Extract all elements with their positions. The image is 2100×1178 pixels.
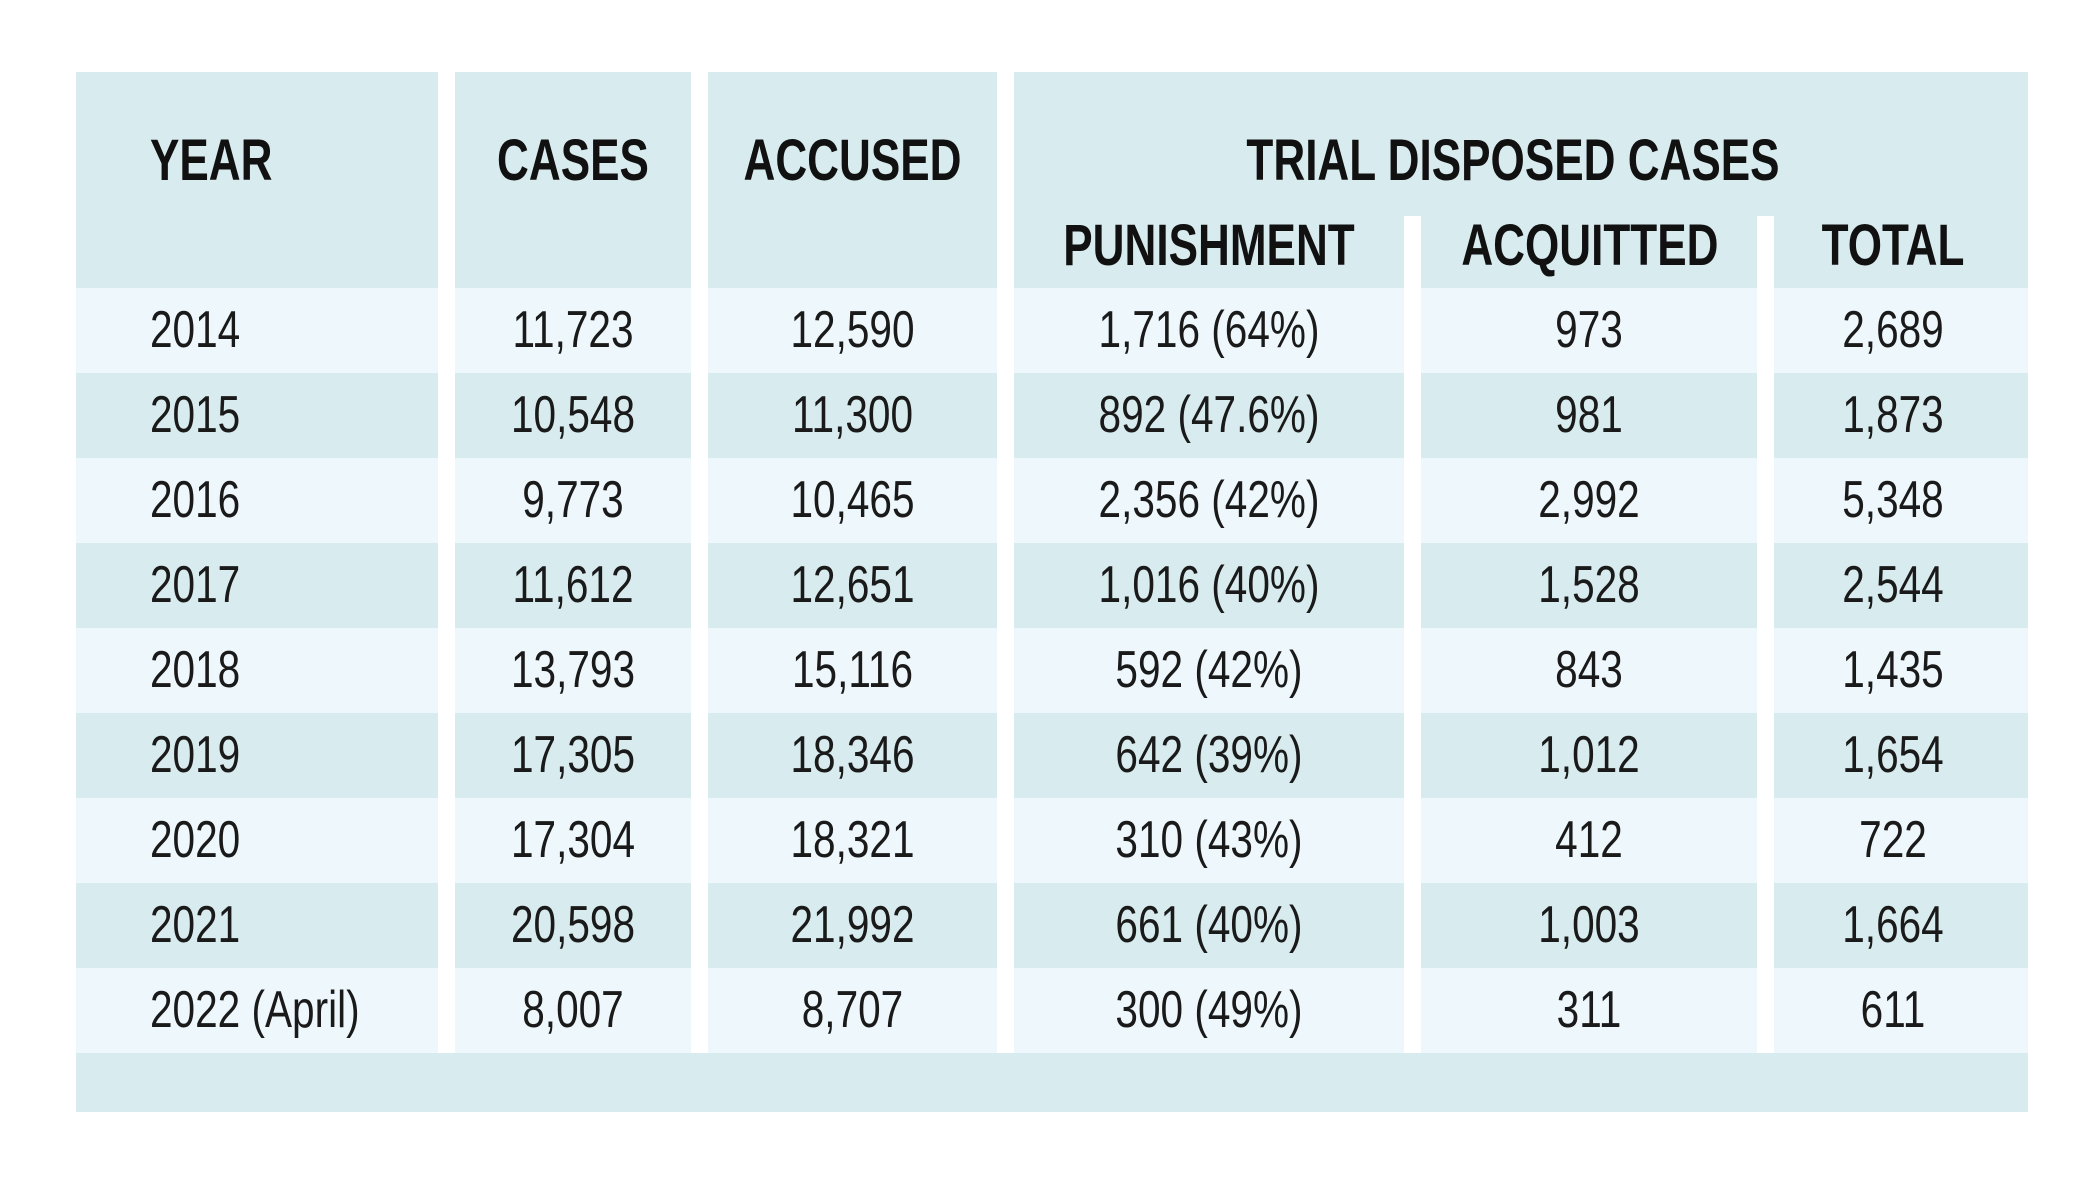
cell-total: 2,689: [1842, 301, 1944, 359]
row-stripe: [76, 883, 2028, 968]
cell-accused: 12,590: [790, 301, 915, 359]
cell-punishment: 661 (40%): [1115, 896, 1303, 954]
cell-acquitted: 1,003: [1538, 896, 1640, 954]
cell-year: 2022 (April): [150, 981, 360, 1039]
header-acquitted: ACQUITTED: [1461, 213, 1719, 278]
cell-cases: 13,793: [510, 641, 636, 699]
cell-punishment: 1,716 (64%): [1098, 301, 1320, 359]
cell-year: 2015: [150, 386, 241, 444]
cell-cases: 8,007: [522, 981, 624, 1039]
cell-punishment: 310 (43%): [1115, 811, 1303, 869]
column-divider: [691, 72, 708, 1053]
row-stripe: [76, 798, 2028, 883]
header-punishment: PUNISHMENT: [1063, 213, 1355, 278]
cell-acquitted: 843: [1555, 641, 1623, 699]
column-divider: [997, 72, 1014, 1053]
header-accused: ACCUSED: [743, 128, 962, 193]
cell-cases: 17,305: [510, 726, 636, 784]
cell-accused: 21,992: [790, 896, 915, 954]
cell-punishment: 1,016 (40%): [1098, 556, 1320, 614]
cell-punishment: 2,356 (42%): [1098, 471, 1320, 529]
cell-cases: 11,723: [512, 301, 634, 359]
cell-acquitted: 981: [1555, 386, 1623, 444]
cell-cases: 9,773: [522, 471, 624, 529]
header-total: TOTAL: [1821, 213, 1965, 278]
cell-punishment: 592 (42%): [1115, 641, 1303, 699]
row-stripe: [76, 373, 2028, 458]
cell-cases: 11,612: [512, 556, 634, 614]
cell-total: 5,348: [1842, 471, 1944, 529]
cell-accused: 10,465: [790, 471, 915, 529]
cell-total: 1,664: [1842, 896, 1944, 954]
row-stripe: [76, 968, 2028, 1053]
row-stripe: [76, 458, 2028, 543]
cell-year: 2017: [150, 556, 241, 614]
header-cases: CASES: [497, 128, 649, 193]
cell-accused: 11,300: [791, 386, 914, 444]
cell-accused: 15,116: [791, 641, 914, 699]
header-year: YEAR: [150, 128, 273, 193]
cell-total: 1,435: [1842, 641, 1944, 699]
column-divider: [438, 72, 455, 1053]
cell-accused: 12,651: [790, 556, 915, 614]
cell-total: 611: [1860, 981, 1926, 1039]
header-trial-disposed-cases: TRIAL DISPOSED CASES: [1246, 128, 1780, 193]
cell-cases: 10,548: [510, 386, 636, 444]
cell-punishment: 892 (47.6%): [1098, 386, 1320, 444]
cell-cases: 17,304: [510, 811, 636, 869]
cell-acquitted: 1,012: [1538, 726, 1640, 784]
row-stripe: [76, 288, 2028, 373]
cell-accused: 18,321: [790, 811, 915, 869]
cell-year: 2016: [150, 471, 241, 529]
cell-acquitted: 2,992: [1538, 471, 1640, 529]
cell-acquitted: 412: [1555, 811, 1623, 869]
cell-year: 2020: [150, 811, 241, 869]
cell-year: 2018: [150, 641, 241, 699]
row-stripe: [76, 713, 2028, 798]
row-stripe: [76, 628, 2028, 713]
cell-year: 2014: [150, 301, 241, 359]
cell-punishment: 642 (39%): [1115, 726, 1303, 784]
cell-year: 2021: [150, 896, 241, 954]
cell-accused: 18,346: [790, 726, 915, 784]
cell-cases: 20,598: [510, 896, 636, 954]
cell-total: 722: [1859, 811, 1927, 869]
column-divider: [1404, 216, 1421, 1053]
cell-total: 2,544: [1842, 556, 1944, 614]
cell-acquitted: 311: [1556, 981, 1622, 1039]
cell-punishment: 300 (49%): [1115, 981, 1303, 1039]
cell-acquitted: 973: [1555, 301, 1623, 359]
cell-year: 2019: [150, 726, 241, 784]
cell-total: 1,654: [1842, 726, 1944, 784]
cell-total: 1,873: [1842, 386, 1944, 444]
cell-acquitted: 1,528: [1538, 556, 1640, 614]
row-stripe: [76, 543, 2028, 628]
cell-accused: 8,707: [801, 981, 904, 1039]
column-divider: [1757, 216, 1774, 1053]
